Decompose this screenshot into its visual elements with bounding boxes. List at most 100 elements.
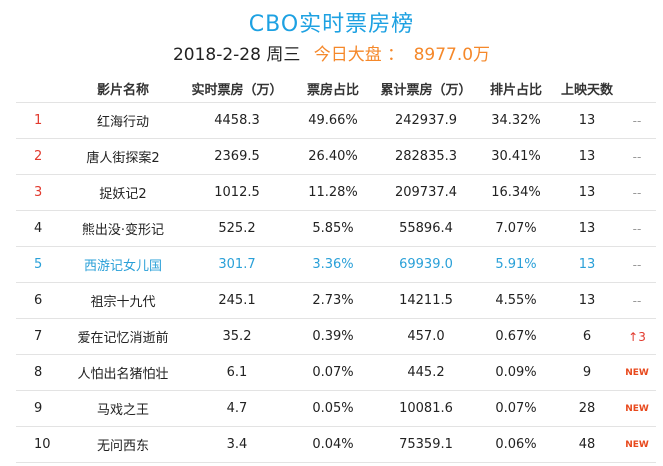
box-share-cell: 0.04% xyxy=(290,426,376,463)
days-cell: 13 xyxy=(556,102,618,139)
total-box-value: 8977.0万 xyxy=(413,45,491,65)
days-cell: 48 xyxy=(556,426,618,463)
table-row-highlighted[interactable]: 5 西游记女儿国 301.7 3.36% 69939.0 5.91% 13 -- xyxy=(16,246,656,283)
column-header-screen-share: 排片占比 xyxy=(489,82,542,98)
box-cell: 4458.3 xyxy=(184,102,290,139)
column-header-total: 累计票房（万） xyxy=(380,82,472,98)
box-office-table: 影片名称 实时票房（万） 票房占比 累计票房（万） 排片占比 上映天数 1 红海… xyxy=(16,74,656,463)
date-label: 2018-2-28 周三 xyxy=(172,45,301,65)
total-box-cell: 282835.3 xyxy=(376,138,476,175)
movie-name-cell: 祖宗十九代 xyxy=(62,282,184,319)
trend-up-cell: ↑3 xyxy=(618,318,656,355)
total-box-cell: 242937.9 xyxy=(376,102,476,139)
total-box-cell: 14211.5 xyxy=(376,282,476,319)
table-row[interactable]: 8 人怕出名猪怕壮 6.1 0.07% 445.2 0.09% 9 NEW xyxy=(16,354,656,391)
rank-cell: 10 xyxy=(16,426,62,463)
new-badge: NEW xyxy=(618,354,656,391)
table-row[interactable]: 10 无问西东 3.4 0.04% 75359.1 0.06% 48 NEW xyxy=(16,426,656,463)
column-header-trend xyxy=(618,74,656,103)
rank-cell: 3 xyxy=(16,174,62,211)
screen-share-cell: 16.34% xyxy=(476,174,556,211)
table-row[interactable]: 6 祖宗十九代 245.1 2.73% 14211.5 4.55% 13 -- xyxy=(16,282,656,319)
total-box-cell: 457.0 xyxy=(376,318,476,355)
days-cell: 13 xyxy=(556,282,618,319)
rank-cell: 6 xyxy=(16,282,62,319)
total-box-cell: 10081.6 xyxy=(376,390,476,427)
table-row[interactable]: 2 唐人街探案2 2369.5 26.40% 282835.3 30.41% 1… xyxy=(16,138,656,175)
trend-cell: -- xyxy=(618,174,656,211)
box-cell: 1012.5 xyxy=(184,174,290,211)
column-header-box-share: 票房占比 xyxy=(306,82,359,98)
box-cell: 6.1 xyxy=(184,354,290,391)
box-cell: 301.7 xyxy=(184,246,290,283)
total-box-cell: 445.2 xyxy=(376,354,476,391)
screen-share-cell: 0.09% xyxy=(476,354,556,391)
page-title: CBO实时票房榜 xyxy=(248,12,415,37)
column-header-box: 实时票房（万） xyxy=(191,82,283,98)
days-cell: 9 xyxy=(556,354,618,391)
box-share-cell: 0.05% xyxy=(290,390,376,427)
days-cell: 13 xyxy=(556,138,618,175)
box-cell: 2369.5 xyxy=(184,138,290,175)
movie-name-cell: 熊出没·变形记 xyxy=(62,210,184,247)
movie-name-cell: 唐人街探案2 xyxy=(62,138,184,175)
box-cell: 35.2 xyxy=(184,318,290,355)
total-box-cell: 209737.4 xyxy=(376,174,476,211)
rank-cell: 8 xyxy=(16,354,62,391)
box-share-cell: 11.28% xyxy=(290,174,376,211)
screen-share-cell: 34.32% xyxy=(476,102,556,139)
table-row[interactable]: 1 红海行动 4458.3 49.66% 242937.9 34.32% 13 … xyxy=(16,102,656,139)
screen-share-cell: 30.41% xyxy=(476,138,556,175)
rank-cell: 9 xyxy=(16,390,62,427)
screen-share-cell: 0.67% xyxy=(476,318,556,355)
box-share-cell: 0.07% xyxy=(290,354,376,391)
trend-cell: -- xyxy=(618,282,656,319)
days-cell: 28 xyxy=(556,390,618,427)
table-row[interactable]: 9 马戏之王 4.7 0.05% 10081.6 0.07% 28 NEW xyxy=(16,390,656,427)
movie-name-cell: 西游记女儿国 xyxy=(62,246,184,283)
box-cell: 4.7 xyxy=(184,390,290,427)
table-row[interactable]: 4 熊出没·变形记 525.2 5.85% 55896.4 7.07% 13 -… xyxy=(16,210,656,247)
total-box-cell: 69939.0 xyxy=(376,246,476,283)
days-cell: 6 xyxy=(556,318,618,355)
trend-cell: -- xyxy=(618,246,656,283)
box-share-cell: 5.85% xyxy=(290,210,376,247)
box-share-cell: 3.36% xyxy=(290,246,376,283)
rank-cell: 1 xyxy=(16,102,62,139)
movie-name-cell: 人怕出名猪怕壮 xyxy=(62,354,184,391)
screen-share-cell: 4.55% xyxy=(476,282,556,319)
total-box-label: 今日大盘 ： xyxy=(313,45,405,65)
box-share-cell: 0.39% xyxy=(290,318,376,355)
rank-cell: 5 xyxy=(16,246,62,283)
column-header-rank xyxy=(16,74,62,103)
box-cell: 525.2 xyxy=(184,210,290,247)
movie-name-cell: 红海行动 xyxy=(62,102,184,139)
table-row[interactable]: 3 捉妖记2 1012.5 11.28% 209737.4 16.34% 13 … xyxy=(16,174,656,211)
trend-cell: -- xyxy=(618,102,656,139)
trend-cell: -- xyxy=(618,210,656,247)
screen-share-cell: 7.07% xyxy=(476,210,556,247)
movie-name-cell: 爱在记忆消逝前 xyxy=(62,318,184,355)
total-box-cell: 55896.4 xyxy=(376,210,476,247)
summary-line: 2018-2-28 周三 今日大盘 ： 8977.0万 xyxy=(0,40,663,65)
column-header-name: 影片名称 xyxy=(96,82,149,98)
days-cell: 13 xyxy=(556,210,618,247)
column-header-days: 上映天数 xyxy=(560,82,613,98)
screen-share-cell: 0.06% xyxy=(476,426,556,463)
box-share-cell: 26.40% xyxy=(290,138,376,175)
movie-name-cell: 无问西东 xyxy=(62,426,184,463)
movie-name-cell: 捉妖记2 xyxy=(62,174,184,211)
new-badge: NEW xyxy=(618,390,656,427)
rank-cell: 4 xyxy=(16,210,62,247)
box-cell: 3.4 xyxy=(184,426,290,463)
screen-share-cell: 0.07% xyxy=(476,390,556,427)
table-row[interactable]: 7 爱在记忆消逝前 35.2 0.39% 457.0 0.67% 6 ↑3 xyxy=(16,318,656,355)
new-badge: NEW xyxy=(618,426,656,463)
box-cell: 245.1 xyxy=(184,282,290,319)
total-box-cell: 75359.1 xyxy=(376,426,476,463)
rank-cell: 2 xyxy=(16,138,62,175)
days-cell: 13 xyxy=(556,246,618,283)
table-header-row: 影片名称 实时票房（万） 票房占比 累计票房（万） 排片占比 上映天数 xyxy=(16,74,656,103)
screen-share-cell: 5.91% xyxy=(476,246,556,283)
